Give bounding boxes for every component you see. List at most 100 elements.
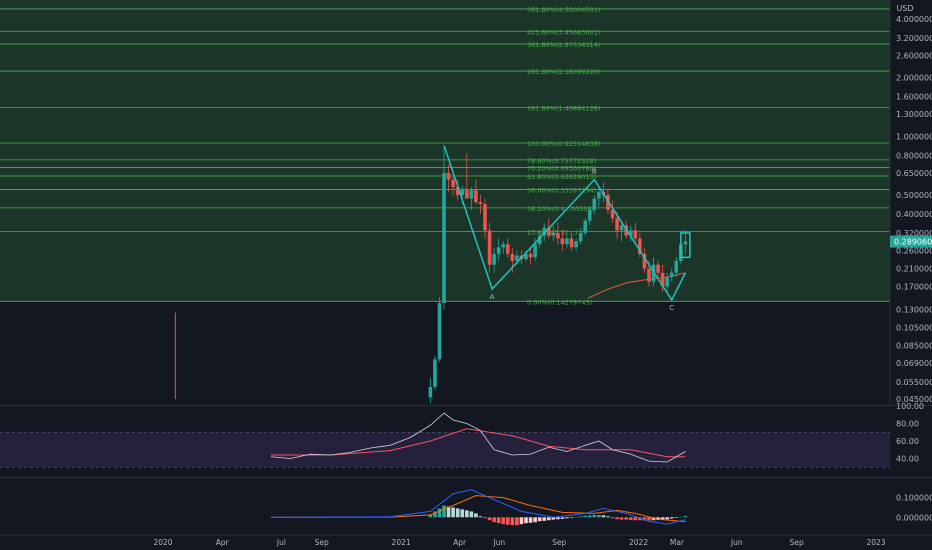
macd-histogram-bar [455, 508, 460, 518]
macd-histogram-bar [446, 506, 451, 518]
fib-label: 78.60%(0.75772528) [527, 157, 596, 165]
price-tick-label: 0.65000000 [896, 169, 932, 178]
price-tick-label: 0.21000000 [896, 265, 932, 274]
fib-label: 70.20%(0.69300780) [527, 164, 596, 172]
candle-body [669, 272, 674, 278]
macd-histogram-bar [451, 507, 455, 518]
pattern-point-label: B [592, 168, 597, 176]
macd-histogram-bar [578, 516, 583, 518]
macd-histogram-bar [647, 517, 651, 521]
macd-histogram-bar [546, 517, 551, 521]
candle-body [610, 209, 615, 219]
candle-body [528, 253, 533, 258]
candle-body [510, 253, 515, 261]
rsi-signal-line [270, 428, 686, 458]
candle-body [451, 179, 455, 188]
fibonacci-levels: 0.00%(0.14279745) 23.60%(0.32...) 38.20%(0… [0, 0, 890, 400]
rsi-tick-label: 40.00 [896, 455, 919, 464]
macd-histogram-bar [683, 516, 688, 518]
candle-body [533, 244, 537, 258]
macd-histogram-bar [583, 515, 588, 518]
candle-body [433, 359, 437, 387]
candle-body [619, 225, 624, 231]
candle-body [633, 230, 638, 239]
candle-body [606, 195, 610, 210]
candle-body [505, 244, 510, 254]
macd-histogram-bar [674, 517, 679, 518]
macd-histogram-bar [496, 517, 501, 524]
price-tick-label: 2.60000000 [896, 51, 932, 60]
price-tick-label: 0.04500000 [896, 395, 932, 404]
price-tick-label: 2.00000000 [896, 74, 932, 83]
macd-histogram-bar [560, 517, 565, 519]
price-tick-label: 4.00000000 [896, 15, 932, 24]
macd-histogram-bar [533, 517, 537, 523]
macd-histogram-bar [633, 517, 638, 521]
macd-histogram-bar [574, 516, 578, 518]
macd-histogram-bar [442, 505, 446, 518]
candle-body [587, 209, 592, 221]
candle-body [592, 198, 597, 210]
pattern-line [443, 145, 687, 302]
price-tick-label: 1.00000000 [896, 132, 932, 141]
macd-histogram-bar [478, 516, 483, 518]
macd-histogram-bar [601, 515, 606, 518]
macd-histogram-bar [592, 514, 597, 518]
time-tick-label: Apr [216, 538, 230, 547]
time-tick-label: Jun [730, 538, 743, 547]
time-tick-label: 2021 [392, 538, 411, 547]
macd-histogram-bar [656, 517, 660, 521]
candle-body [665, 277, 669, 287]
macd-histogram-bar [587, 515, 592, 518]
time-tick-label: 2022 [629, 538, 648, 547]
candle-body [465, 190, 469, 199]
macd-signal-line [270, 495, 686, 523]
macd-histogram-bar [528, 517, 533, 523]
macd-tick-label: 0.00000000 [896, 513, 932, 522]
macd-histogram-bar [606, 516, 610, 518]
time-tick-label: Sep [790, 538, 804, 547]
price-tick-label: 0.40000000 [896, 210, 932, 219]
macd-histogram-bar [642, 517, 647, 521]
macd-histogram-bar [537, 517, 542, 522]
candle-body [469, 190, 474, 199]
price-tick-label: 0.05500000 [896, 378, 932, 387]
current-price-tag [890, 235, 932, 248]
macd-histogram-bar [679, 516, 683, 518]
price-axis[interactable]: 4.00000000 3.20000000 2.60000000 2.00000000… [889, 0, 932, 405]
macd-histogram-bar [610, 517, 615, 519]
candle-body [683, 241, 688, 245]
rsi-tick-label: 60.00 [896, 437, 919, 446]
macd-tick-label: 0.10000000 [896, 494, 932, 503]
candle-body [660, 272, 665, 287]
candle-body [569, 238, 574, 248]
time-axis[interactable]: 2020 Apr Jul Sep 2021 Apr Jun Sep 2022 Mar Jun Sep 2… [153, 538, 885, 547]
time-tick-label: Jul [276, 538, 286, 547]
macd-histogram-bar [615, 517, 619, 520]
macd-histogram-bar [469, 511, 474, 518]
macd-histogram-bar [487, 517, 492, 521]
macd-histogram-bar [505, 517, 510, 525]
candle-body [638, 238, 642, 254]
fib-label: 61.80%(0.62629013) [527, 173, 596, 181]
candle-body [542, 227, 547, 236]
rsi-line [270, 412, 686, 463]
price-tick-label: 1.30000000 [896, 110, 932, 119]
macd-histogram-bar [515, 517, 519, 526]
candle-body [437, 302, 442, 360]
macd-histogram-bar [628, 517, 633, 521]
time-tick-label: 2020 [153, 538, 172, 547]
price-tick-label: 0.08500000 [896, 341, 932, 350]
macd-histogram-bar [483, 517, 487, 519]
fib-label: 0.00%(0.14279745) [527, 298, 592, 306]
price-tick-label: 0.06900000 [896, 359, 932, 368]
macd-histogram-bar [651, 517, 656, 521]
candle-body [487, 230, 492, 265]
macd-histogram-bar [428, 514, 433, 518]
macd-pane: 0.10000000 0.00000000 [270, 489, 932, 526]
price-tick-label: 0.32000000 [896, 229, 932, 238]
macd-histogram-bar [437, 508, 442, 518]
pattern-point-label: A [490, 293, 495, 301]
macd-histogram-bar [510, 517, 515, 526]
